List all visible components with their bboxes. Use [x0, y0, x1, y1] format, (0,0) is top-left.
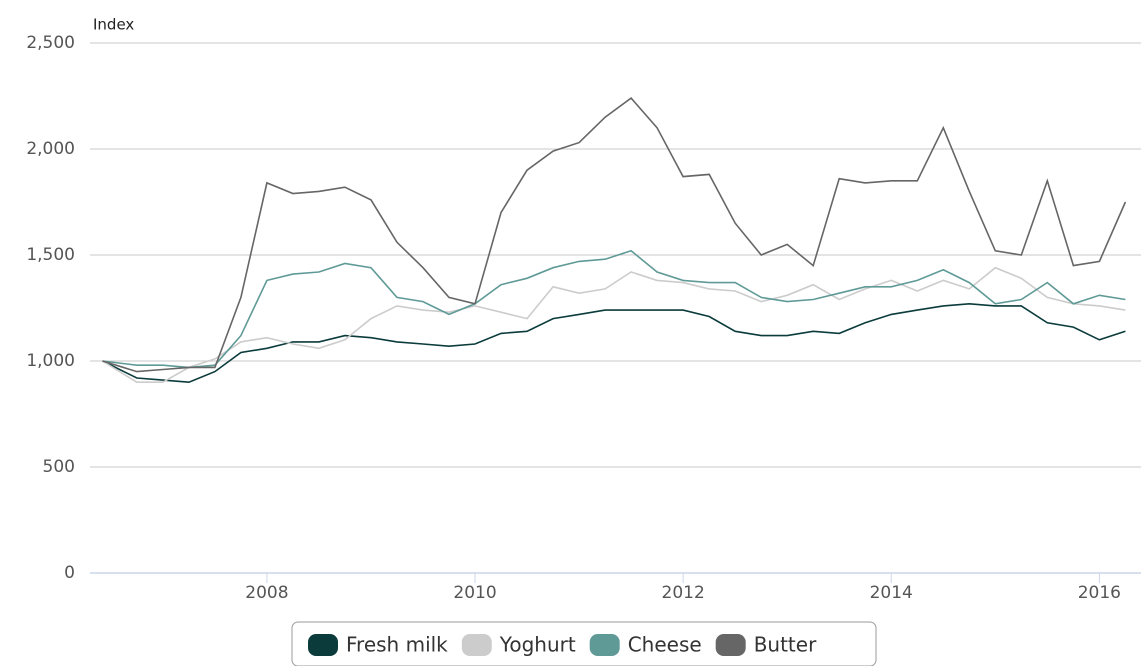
legend-swatch: [308, 634, 338, 656]
legend-swatch: [715, 634, 746, 656]
line: [102, 249, 1126, 369]
legend-label: Yoghurt: [499, 633, 576, 657]
x-tick-label: 2012: [662, 583, 705, 603]
y-tick-label: 1,000: [26, 351, 75, 371]
x-tick-label: 2014: [870, 583, 913, 603]
y-tick-label: 1,500: [26, 245, 75, 265]
x-tick-label: 2016: [1078, 583, 1121, 603]
legend-swatch: [589, 634, 620, 656]
y-tick-label: 0: [64, 563, 75, 583]
y-tick-label: 2,500: [26, 33, 75, 53]
line: [102, 97, 1127, 373]
line: [102, 266, 1126, 383]
line: [102, 302, 1126, 384]
y-tick-label: 500: [43, 457, 75, 477]
y-axis-label: Index: [93, 16, 134, 34]
legend-label: Fresh milk: [346, 633, 448, 657]
x-tick-label: 2008: [245, 583, 288, 603]
y-tick-label: 2,000: [26, 139, 75, 159]
legend-label: Butter: [754, 633, 817, 657]
legend-swatch: [461, 634, 492, 656]
x-tick-label: 2010: [453, 583, 496, 603]
legend-label: Cheese: [628, 633, 702, 657]
